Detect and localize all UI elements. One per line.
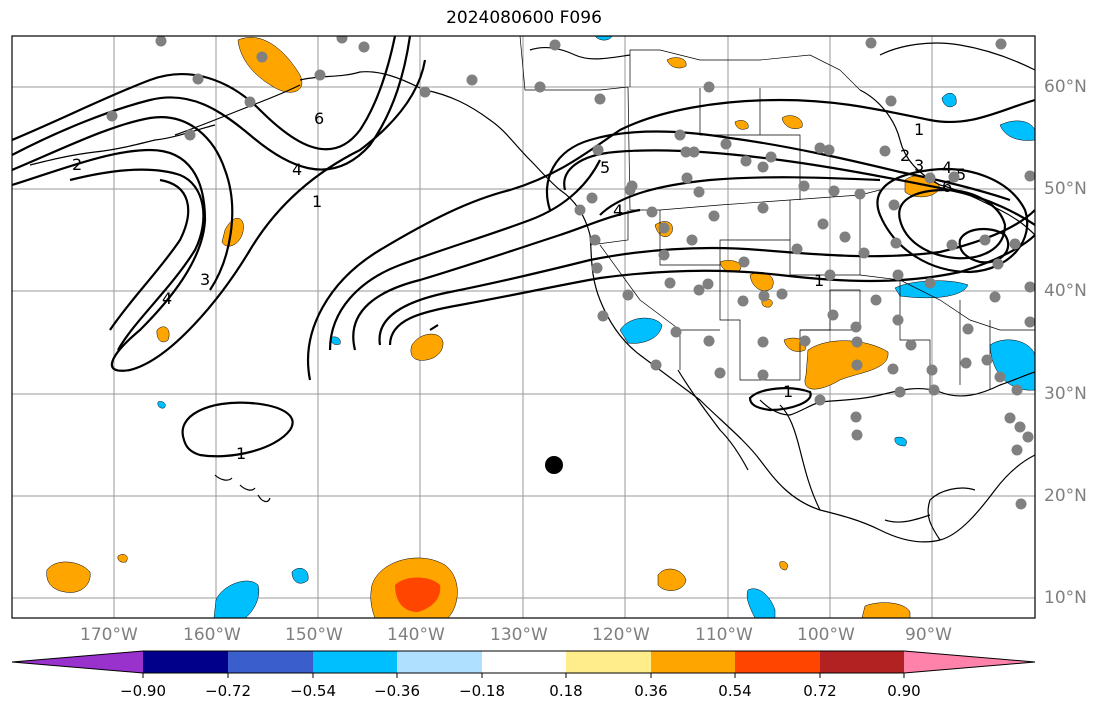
contour-label: 6 xyxy=(942,177,952,196)
colorbar-extend-high xyxy=(904,651,1035,673)
contour-label: 2 xyxy=(900,146,910,165)
map-title: 2024080600 F096 xyxy=(446,8,602,28)
lat-label: 30°N xyxy=(1044,384,1087,404)
lon-label: 150°W xyxy=(285,625,343,645)
contour-label: 3 xyxy=(200,270,210,289)
colorbar-segment xyxy=(397,651,482,673)
lat-label: 40°N xyxy=(1044,281,1087,301)
colorbar-segment xyxy=(313,651,397,673)
contour-label: 1 xyxy=(236,444,246,463)
lon-label: 90°W xyxy=(905,625,952,645)
lon-label: 160°W xyxy=(183,625,241,645)
map-frame xyxy=(11,35,1036,619)
anomaly-fill-negative xyxy=(157,36,1035,618)
contour-label: 4 xyxy=(613,201,623,220)
colorbar-segment xyxy=(820,651,904,673)
contour-label: 3 xyxy=(914,156,924,175)
contour-label-group: 6 4 1 2 3 4 5 4 1 2 3 4 5 6 1 1 1 xyxy=(72,109,966,463)
lon-label: 110°W xyxy=(695,625,753,645)
lon-label: 100°W xyxy=(797,625,855,645)
colorbar-tick-label: 0.72 xyxy=(803,682,837,700)
colorbar-tick-label: 0.18 xyxy=(549,682,583,700)
contour-label: 2 xyxy=(72,155,82,174)
colorbar-segment xyxy=(482,651,566,673)
contour-label: 1 xyxy=(914,120,924,139)
lat-label: 60°N xyxy=(1044,77,1087,97)
lon-label: 130°W xyxy=(490,625,548,645)
contour-label: 4 xyxy=(162,289,172,308)
colorbar-segment xyxy=(735,651,820,673)
colorbar-segment xyxy=(651,651,735,673)
colorbar-tick-label: 0.54 xyxy=(718,682,752,700)
colorbar-tick-label: 0.36 xyxy=(634,682,668,700)
contour-lines xyxy=(12,36,1035,458)
colorbar-tick-label: −0.72 xyxy=(205,682,251,700)
colorbar-tick-label: −0.54 xyxy=(290,682,336,700)
contour-label: 5 xyxy=(600,158,610,177)
lon-label: 170°W xyxy=(80,625,138,645)
contour-label: 5 xyxy=(956,165,966,184)
contour-label: 1 xyxy=(312,192,322,211)
lat-label: 50°N xyxy=(1044,179,1087,199)
colorbar-tick-label: −0.36 xyxy=(374,682,420,700)
lat-label: 20°N xyxy=(1044,486,1087,506)
colorbar-tick-label: −0.90 xyxy=(120,682,166,700)
lon-label: 120°W xyxy=(592,625,650,645)
contour-label: 1 xyxy=(814,271,824,290)
contour-label: 6 xyxy=(314,109,324,128)
colorbar-tick-label: −0.18 xyxy=(459,682,505,700)
contour-label: 1 xyxy=(783,382,793,401)
colorbar-segment xyxy=(566,651,651,673)
location-marker xyxy=(545,456,563,474)
colorbar-extend-low xyxy=(12,651,143,673)
lat-label: 10°N xyxy=(1044,588,1087,608)
contour-label: 4 xyxy=(942,158,952,177)
lon-label: 140°W xyxy=(387,625,445,645)
colorbar-segment xyxy=(143,651,228,673)
colorbar-tick-label: 0.90 xyxy=(887,682,921,700)
colorbar xyxy=(11,650,1036,678)
colorbar-segment xyxy=(228,651,313,673)
contour-label: 4 xyxy=(292,160,302,179)
coastlines xyxy=(29,42,1035,543)
anomaly-fill-strong-positive xyxy=(395,577,441,612)
station-markers xyxy=(106,36,1035,510)
